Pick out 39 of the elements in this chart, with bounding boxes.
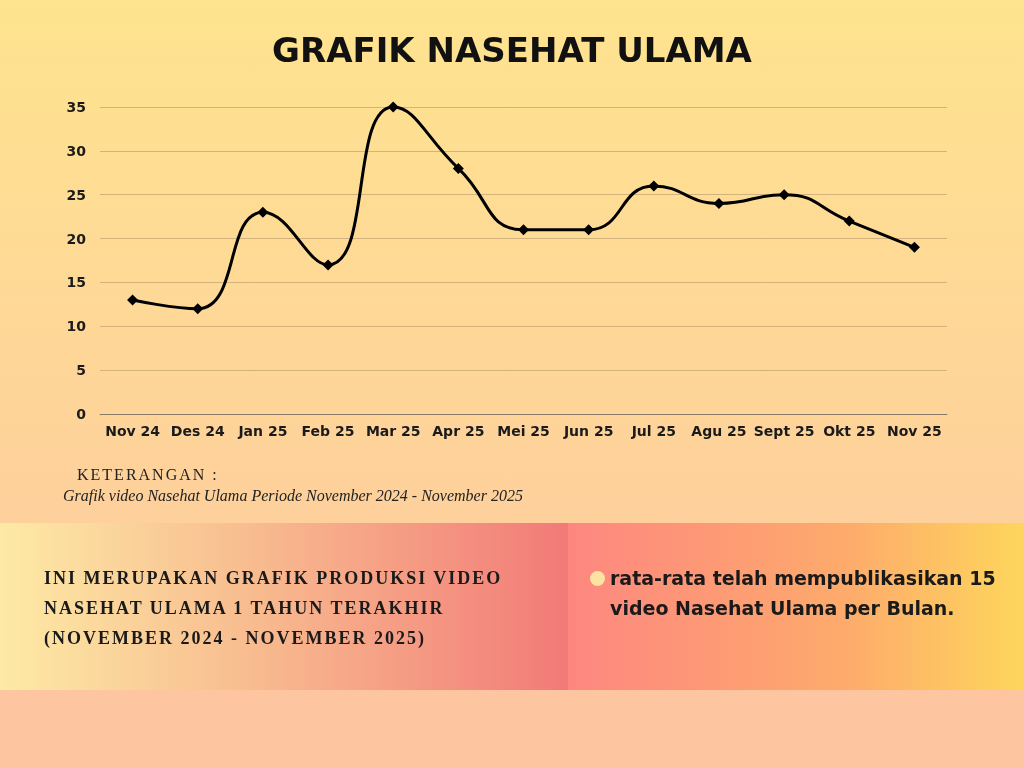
x-tick-label: Mar 25 <box>365 423 421 439</box>
point <box>387 101 399 113</box>
x-tick-label: Nov 24 <box>105 423 161 439</box>
chart-title: GRAFIK NASEHAT ULAMA <box>272 30 753 70</box>
x-tick-label: Jun 25 <box>562 423 614 439</box>
point <box>713 197 725 209</box>
y-tick-label: 35 <box>66 99 86 115</box>
point <box>583 224 595 236</box>
x-tick-label: Okt 25 <box>823 423 876 439</box>
text: rata-rata telah mempublikasikan 15 video Nasehat Ulama per Bulan. <box>610 566 997 621</box>
x-tick-label: Jul 25 <box>630 423 676 439</box>
point <box>518 224 529 236</box>
point <box>908 241 920 253</box>
point <box>192 303 204 315</box>
x-tick-label: Sept 25 <box>753 423 815 439</box>
point <box>322 259 334 271</box>
y-tick-label: 30 <box>66 142 87 159</box>
point <box>648 180 660 192</box>
x-tick-label: Apr 25 <box>432 423 485 439</box>
x-tick-label: Nov 25 <box>887 423 942 439</box>
x-tick-label: Jan 25 <box>237 423 288 439</box>
x-tick-label: Mei 25 <box>497 423 550 439</box>
y-tick-label: 10 <box>66 318 87 335</box>
x-tick-label: Des 24 <box>170 423 225 439</box>
y-tick-label: 5 <box>76 362 86 379</box>
point <box>452 162 464 174</box>
y-tick-label: 15 <box>66 274 86 291</box>
point <box>257 206 269 218</box>
y-tick-label: 20 <box>66 230 87 247</box>
point <box>778 189 790 201</box>
text: INI MERUPAKAN GRAFIK PRODUKSI VIDEO NASEHAT ULAMA 1 TAHUN TERAKHIR (NOVEMBER 2024 - NOVEMBER 2025) <box>44 567 504 650</box>
x-tick-label: Feb 25 <box>301 423 355 439</box>
text: Grafik video Nasehat Ulama Periode November 2024 - November 2025 <box>63 487 523 505</box>
y-tick-label: 0 <box>76 406 87 422</box>
text: KETERANGAN : <box>77 466 219 484</box>
point <box>843 215 855 227</box>
point <box>127 294 139 306</box>
y-tick-label: 25 <box>66 186 86 203</box>
x-tick-label: Agu 25 <box>691 423 747 439</box>
